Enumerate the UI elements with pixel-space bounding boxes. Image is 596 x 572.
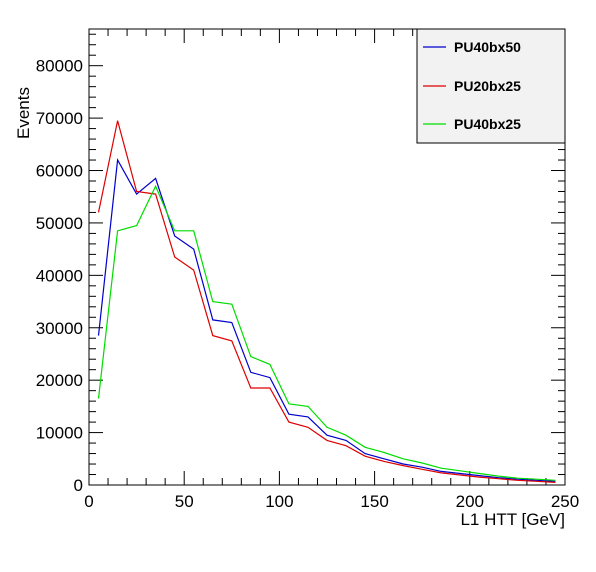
y-tick-label: 10000	[36, 424, 83, 443]
series-line-pu40bx50	[97, 158, 556, 482]
x-axis-title: L1 HTT [GeV]	[460, 510, 565, 529]
y-tick-label: 70000	[36, 109, 83, 128]
series-line-pu20bx25	[97, 120, 556, 483]
x-tick-labels: 0 50 100 150 200 250	[84, 492, 579, 511]
legend: PU40bx50 PU20bx25 PU40bx25	[416, 28, 566, 144]
x-tick-label: 0	[84, 492, 93, 511]
y-tick-label: 50000	[36, 214, 83, 233]
legend-label: PU20bx25	[454, 78, 521, 94]
legend-label: PU40bx50	[454, 39, 521, 55]
x-tick-label: 150	[360, 492, 388, 511]
plot-frame	[88, 28, 566, 486]
legend-entries: PU40bx50 PU20bx25 PU40bx25	[423, 39, 521, 132]
series-lines	[97, 120, 556, 483]
x-tick-label: 50	[175, 492, 194, 511]
x-tick-label: 200	[456, 492, 484, 511]
legend-label: PU40bx25	[454, 116, 521, 132]
y-axis-title: Events	[14, 87, 33, 139]
y-tick-label: 60000	[36, 162, 83, 181]
y-tick-label: 20000	[36, 371, 83, 390]
x-tick-label: 100	[265, 492, 293, 511]
y-tick-labels: 0 10000 20000 30000 40000 50000 60000 70000 8000…	[36, 57, 83, 495]
y-tick-label: 80000	[36, 57, 83, 76]
x-tick-label: 250	[551, 492, 579, 511]
y-tick-label: 30000	[36, 319, 83, 338]
y-tick-label: 40000	[36, 266, 83, 285]
series-line-pu40bx25	[97, 184, 556, 481]
y-tick-label: 0	[74, 476, 83, 495]
